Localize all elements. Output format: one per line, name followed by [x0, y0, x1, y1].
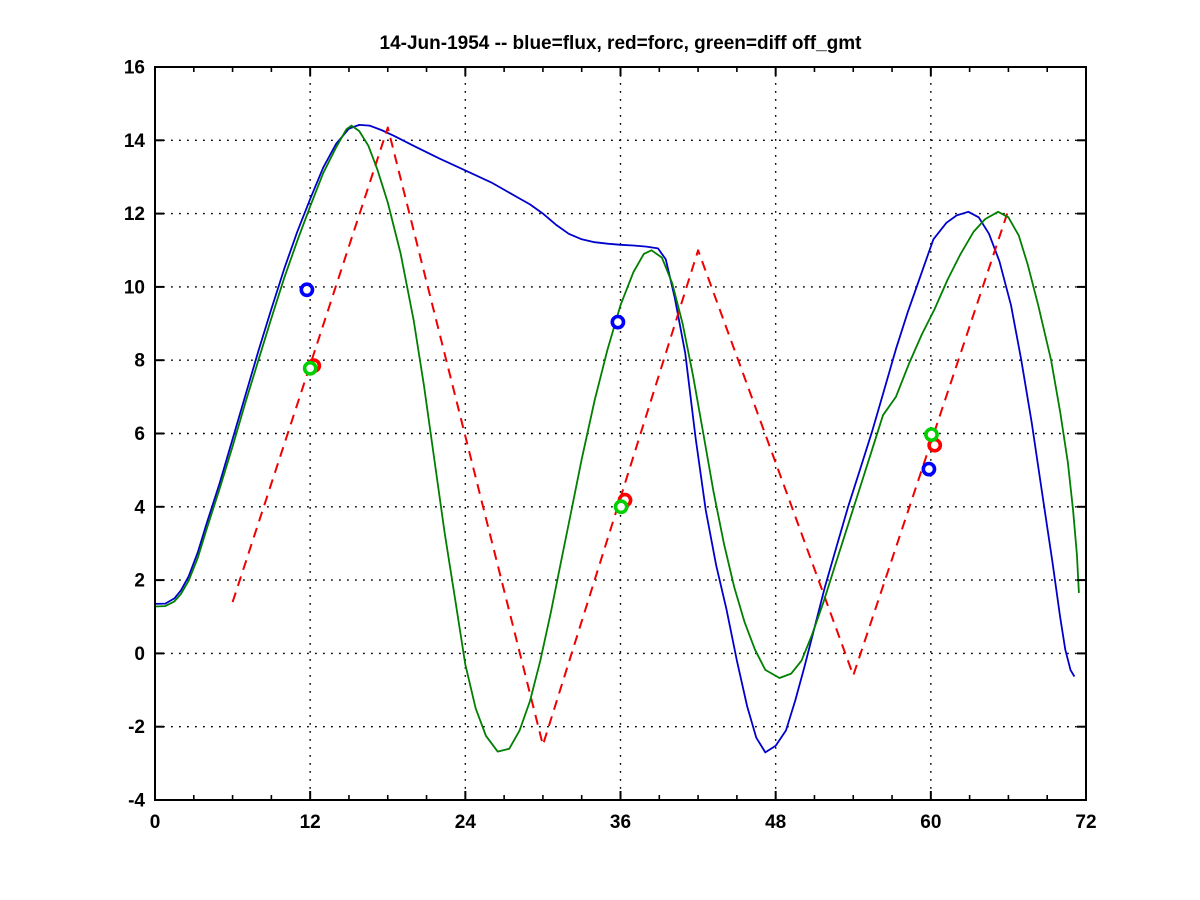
flux-obs-marker [299, 282, 315, 298]
y-tick-label: 12 [124, 204, 145, 225]
chart-title: 14-Jun-1954 -- blue=flux, red=forc, gree… [379, 33, 862, 54]
flux-obs-marker [921, 461, 937, 477]
x-tick-label: 12 [300, 812, 321, 833]
diff-obs-marker [924, 427, 939, 442]
x-tick-label: 72 [1075, 812, 1096, 833]
y-tick-label: 4 [134, 497, 145, 518]
x-tick-label: 24 [455, 812, 477, 833]
y-tick-label: -4 [128, 791, 145, 812]
y-tick-label: 14 [124, 131, 146, 152]
x-tick-label: 0 [150, 812, 161, 833]
diff-line [154, 124, 1080, 753]
x-tick-label: 48 [765, 812, 786, 833]
flux-line [154, 124, 1076, 754]
y-tick-label: 10 [124, 277, 145, 298]
flux-obs-marker [610, 314, 626, 330]
x-tick-label: 36 [610, 812, 631, 833]
y-tick-label: 16 [124, 58, 145, 79]
diff-obs-marker [302, 360, 318, 376]
y-tick-label: 2 [134, 571, 145, 592]
diff-obs-marker [613, 499, 629, 515]
x-tick-label: 60 [920, 812, 941, 833]
y-tick-label: -2 [128, 717, 145, 738]
y-tick-label: 6 [134, 424, 145, 445]
y-tick-label: 8 [134, 351, 145, 372]
y-tick-label: 0 [134, 644, 145, 665]
